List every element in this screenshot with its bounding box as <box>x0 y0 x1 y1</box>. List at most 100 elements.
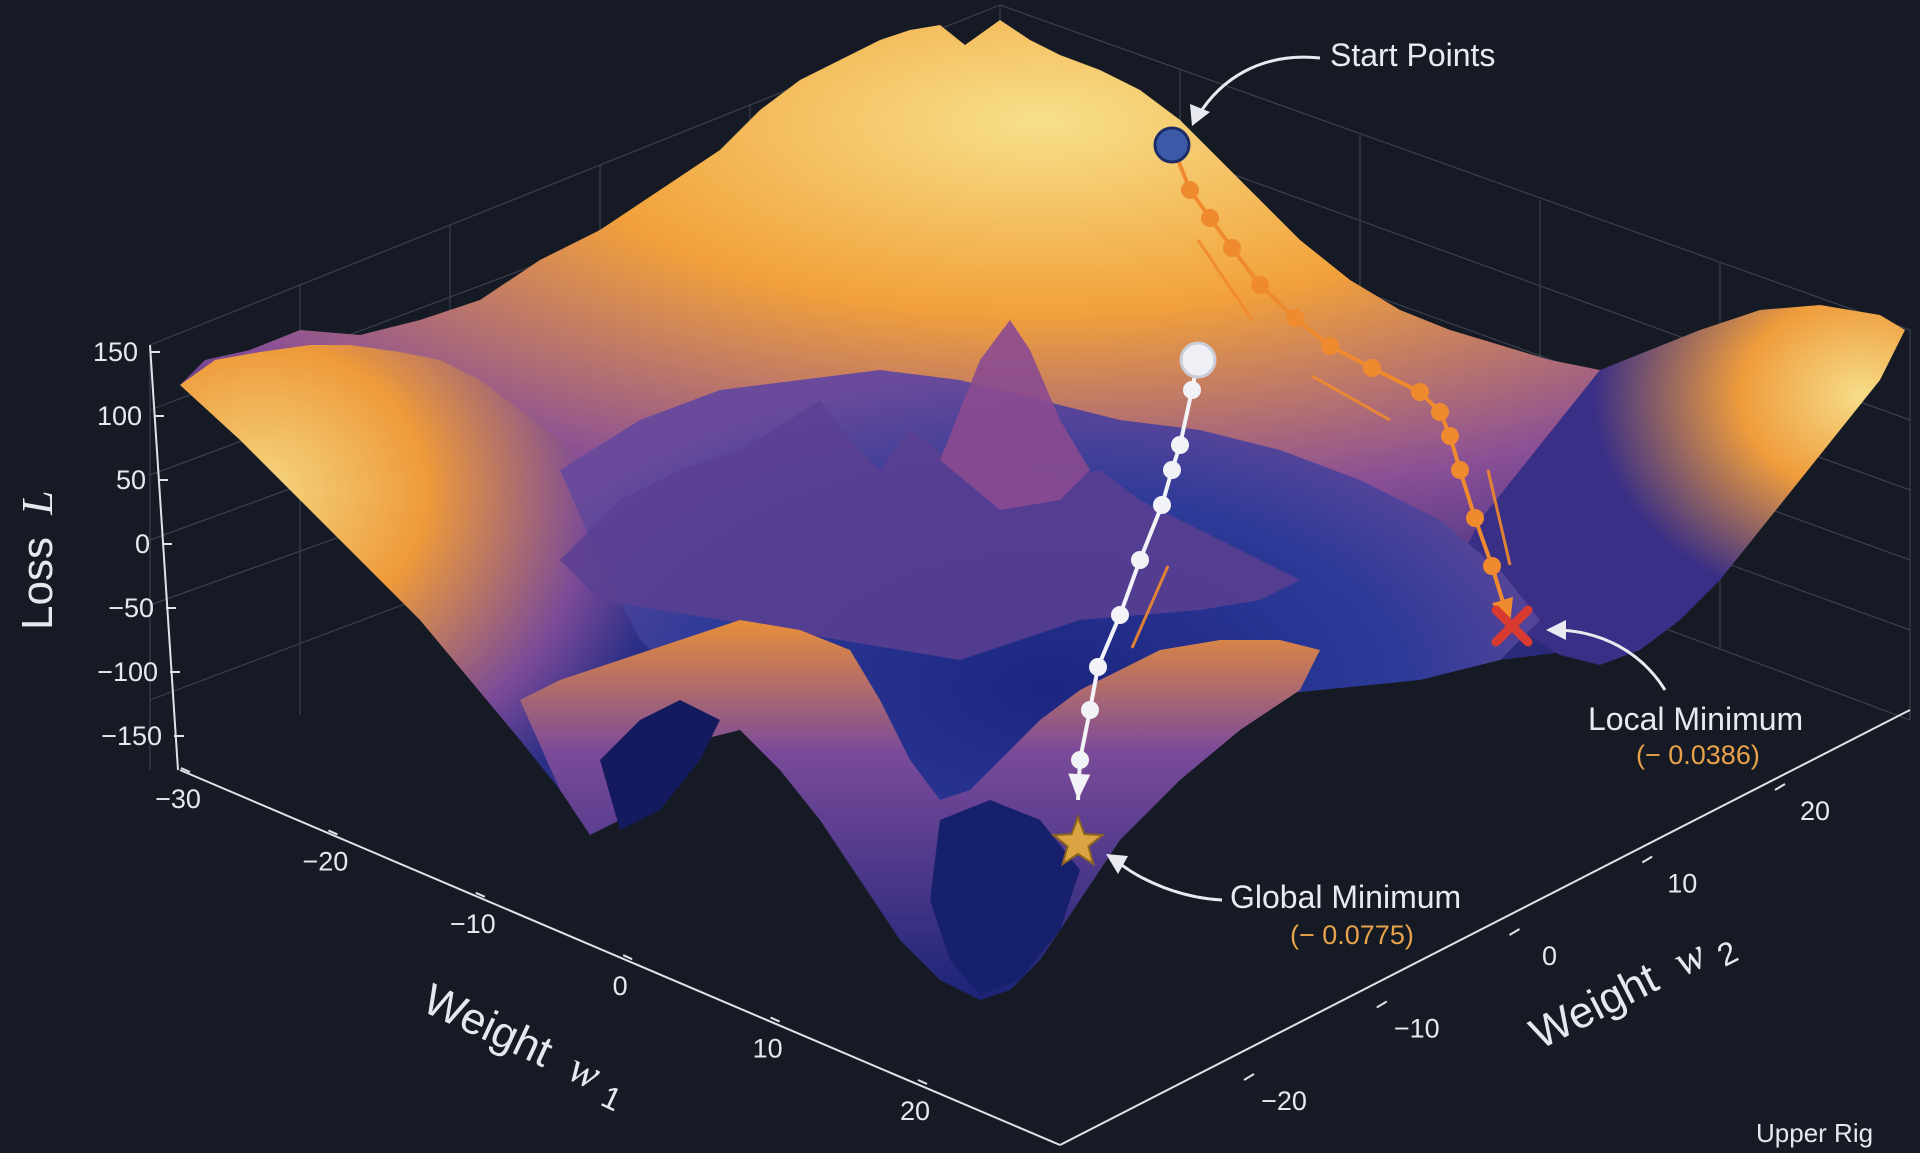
x-axis-title-symbol: w <box>561 1042 609 1099</box>
annotation-local: Local Minimum (− 0.0386) <box>1546 620 1803 770</box>
y-tick-mark <box>1243 1073 1255 1081</box>
y-tick-mark <box>1774 783 1786 791</box>
y-tick-label: −10 <box>1394 1014 1440 1044</box>
start-point-marker <box>1179 341 1217 379</box>
annotation-global-arrow <box>1117 860 1223 902</box>
y-axis-title-symbol: w <box>1665 929 1714 986</box>
descent-step-marker <box>1441 427 1459 445</box>
descent-direction-arrow <box>1311 374 1391 422</box>
surface-global-basin <box>930 800 1080 995</box>
descent-paths <box>1050 126 1533 867</box>
descent-direction-arrow <box>1196 239 1254 321</box>
x-tick-mark <box>622 954 633 961</box>
annotation-local-label: Local Minimum <box>1588 701 1803 737</box>
descent-step-marker <box>1081 701 1099 719</box>
descent-step-marker <box>1131 551 1149 569</box>
annotation-local-arrowhead <box>1546 620 1566 640</box>
annotation-start-arrow <box>1196 55 1321 117</box>
annotation-global-label: Global Minimum <box>1230 879 1461 915</box>
x-axis-title-subscript: 1 <box>596 1078 627 1118</box>
descent-path-arrowhead <box>1068 773 1091 800</box>
y-tick-label: 0 <box>1542 941 1557 971</box>
y-tick-mark <box>1641 855 1653 864</box>
z-axis-title: Loss L <box>13 490 62 630</box>
x-tick-label: 10 <box>753 1034 783 1064</box>
y-axis <box>1059 709 1911 1146</box>
start-point-marker <box>1153 126 1191 164</box>
z-axis <box>149 344 179 771</box>
x-tick-label: 20 <box>900 1096 930 1126</box>
descent-step-marker <box>1286 309 1304 327</box>
y-tick-label: 20 <box>1800 796 1830 826</box>
x-axis-title: Weight w 1 <box>413 975 636 1119</box>
z-tick-label: 50 <box>116 465 146 495</box>
x-axis <box>179 769 1061 1146</box>
y-tick-label: −20 <box>1261 1086 1307 1116</box>
annotation-start-label: Start Points <box>1330 37 1495 73</box>
local-minimum-x-marker <box>1491 605 1533 647</box>
x-tick-mark <box>180 767 191 773</box>
y-axis-line <box>1059 709 1911 1146</box>
corner-note: Upper Rig <box>1756 1118 1873 1148</box>
descent-step-marker <box>1321 337 1339 355</box>
loss-surface <box>180 20 1905 1000</box>
z-tick-label: −100 <box>97 657 158 687</box>
descent-step-marker <box>1089 658 1107 676</box>
x-axis-line <box>179 769 1061 1146</box>
y-axis-title-subscript: 2 <box>1711 933 1743 973</box>
x-tick-label: −10 <box>450 909 496 939</box>
descent-step-marker <box>1363 359 1381 377</box>
descent-step-marker <box>1466 509 1484 527</box>
z-tick-label: −150 <box>101 721 162 751</box>
descent-step-marker <box>1431 403 1449 421</box>
x-tick-label: 0 <box>613 971 628 1001</box>
global-minimum-star-marker <box>1050 814 1106 867</box>
descent-direction-arrow <box>1130 565 1170 649</box>
descent-direction-arrow <box>1486 469 1512 566</box>
annotation-global-arrowhead <box>1106 854 1128 874</box>
surface-front-lip <box>520 620 1320 1000</box>
descent-step-marker <box>1181 181 1199 199</box>
annotation-local-arrow <box>1559 628 1667 691</box>
y-tick-mark <box>1508 928 1521 936</box>
x-tick-mark <box>475 891 486 898</box>
x-tick-label: −30 <box>155 784 201 814</box>
descent-step-marker <box>1251 276 1269 294</box>
descent-step-marker <box>1223 239 1241 257</box>
surface-left-pocket <box>600 700 720 830</box>
descent-step-marker <box>1483 557 1501 575</box>
y-tick-mark <box>1376 1000 1388 1009</box>
descent-step-marker <box>1451 461 1469 479</box>
surface-right-ridge <box>1460 305 1905 665</box>
annotation-global: Global Minimum (− 0.0775) <box>1106 854 1461 950</box>
z-tick-label: 150 <box>93 337 138 367</box>
z-axis-line <box>149 344 179 771</box>
x-tick-mark <box>327 829 338 836</box>
x-tick-label: −20 <box>302 846 348 876</box>
z-tick-label: 100 <box>97 401 142 431</box>
surface-inner-peaks <box>560 400 1300 660</box>
annotation-start-arrowhead <box>1190 104 1210 126</box>
z-axis-title-word: Loss <box>13 537 62 630</box>
descent-step-marker <box>1183 381 1201 399</box>
descent-step-marker <box>1071 751 1089 769</box>
z-tick-label: −50 <box>108 593 154 623</box>
descent-step-marker <box>1163 461 1181 479</box>
annotation-local-value: (− 0.0386) <box>1636 740 1760 770</box>
descent-step-marker <box>1111 606 1129 624</box>
annotation-start: Start Points <box>1190 37 1495 126</box>
surface-center-spike <box>940 320 1090 510</box>
annotation-global-value: (− 0.0775) <box>1290 920 1414 950</box>
descent-step-marker <box>1201 209 1219 227</box>
descent-step-marker <box>1153 496 1171 514</box>
x-tick-mark <box>770 1016 781 1023</box>
x-axis-title-word: Weight <box>416 975 560 1077</box>
z-tick-label: 0 <box>135 529 150 559</box>
y-tick-label: 10 <box>1667 869 1697 899</box>
descent-step-marker <box>1411 383 1429 401</box>
descent-step-marker <box>1171 436 1189 454</box>
x-tick-mark <box>917 1079 928 1085</box>
